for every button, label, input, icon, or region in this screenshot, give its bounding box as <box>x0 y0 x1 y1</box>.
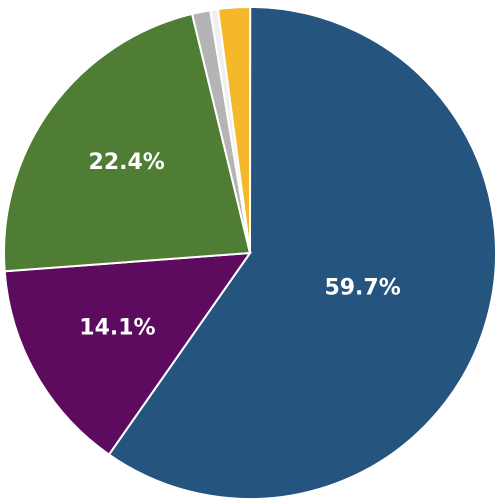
pie-slice <box>3 251 253 456</box>
pie-slice <box>107 5 497 500</box>
pie-slice <box>209 7 251 254</box>
data-label: 14.1% <box>79 315 155 340</box>
data-label: 22.4% <box>89 150 165 175</box>
data-label: 59.7% <box>324 276 400 301</box>
pie-slice <box>3 12 252 273</box>
